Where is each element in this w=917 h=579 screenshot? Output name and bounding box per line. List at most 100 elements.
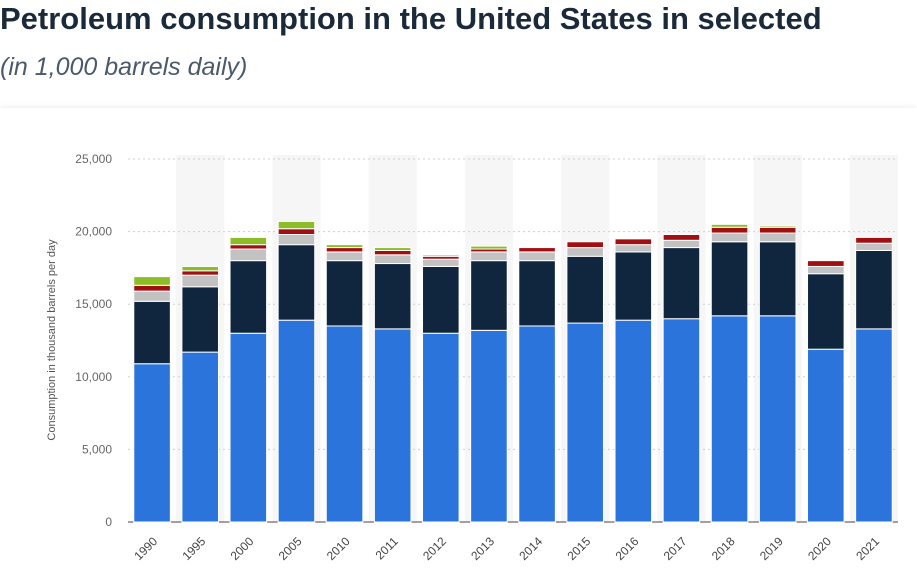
bar-segment-2005-s5[interactable] <box>277 220 316 230</box>
x-tick-label: 2019 <box>757 534 786 563</box>
bar-segment-2012-s1[interactable] <box>422 332 460 523</box>
x-tick-label: 2013 <box>468 534 497 563</box>
y-tick-label: 0 <box>105 515 112 529</box>
bar-segment-2014-s3[interactable] <box>518 251 556 262</box>
bar-segment-2014-s4[interactable] <box>518 247 556 253</box>
bar-segment-2005-s3[interactable] <box>277 234 316 246</box>
x-axis-ticks: 1990 1995 2000 2005 2010 2011 2012 2013 2014 2015… <box>131 534 882 563</box>
bar-segment-2013-s3[interactable] <box>470 251 508 262</box>
bar-segment-2017-s3[interactable] <box>662 239 701 249</box>
bar-segment-2021-s3[interactable] <box>855 242 893 251</box>
bar-segment-2019-s5[interactable] <box>758 225 797 228</box>
bar-segment-1995-s1[interactable] <box>181 351 219 523</box>
bar-segment-2020-s1[interactable] <box>807 348 845 523</box>
bars <box>133 220 893 523</box>
x-tick-label: 2016 <box>613 534 642 563</box>
bar-segment-2005-s4[interactable] <box>277 228 316 236</box>
bar-segment-2012-s5[interactable] <box>422 254 460 257</box>
bar-segment-2021-s1[interactable] <box>855 328 893 523</box>
bar-segment-2011-s5[interactable] <box>373 247 412 251</box>
x-tick-label: 2011 <box>373 534 401 562</box>
bar-segment-2000-s4[interactable] <box>229 244 268 250</box>
bar-segment-2013-s5[interactable] <box>470 245 508 250</box>
page-title: Petroleum consumption in the United Stat… <box>0 1 822 36</box>
bar-segment-2011-s1[interactable] <box>373 328 412 523</box>
y-tick-label: 20,000 <box>75 225 112 239</box>
bar-segment-2011-s3[interactable] <box>373 254 412 265</box>
x-tick-label: 2015 <box>565 534 594 563</box>
bar-segment-2018-s4[interactable] <box>710 226 749 234</box>
bar-segment-2018-s2[interactable] <box>710 241 749 317</box>
bar-segment-1990-s5[interactable] <box>133 276 171 286</box>
bar-segment-2005-s1[interactable] <box>277 319 316 523</box>
x-tick-label: 1990 <box>131 534 160 563</box>
bar-segment-2010-s5[interactable] <box>325 244 364 249</box>
bar-segment-1995-s2[interactable] <box>181 286 219 353</box>
bar-segment-2020-s3[interactable] <box>807 265 845 275</box>
bar-segment-2016-s1[interactable] <box>614 319 653 523</box>
x-tick-label: 2021 <box>853 534 882 563</box>
bar-segment-2021-s2[interactable] <box>855 249 893 330</box>
bar-segment-2000-s3[interactable] <box>229 248 268 262</box>
bar-segment-2015-s3[interactable] <box>566 247 604 257</box>
bar-segment-2012-s3[interactable] <box>422 258 460 267</box>
bar-segment-2010-s2[interactable] <box>325 260 364 327</box>
bar-segment-2019-s3[interactable] <box>758 232 797 243</box>
x-tick-label: 1995 <box>180 534 209 563</box>
x-tick-label: 2018 <box>709 534 738 563</box>
x-tick-label: 2005 <box>276 534 305 563</box>
bar-segment-2018-s5[interactable] <box>710 223 749 228</box>
bar-segment-1990-s1[interactable] <box>133 363 171 523</box>
bar-segment-1995-s4[interactable] <box>181 270 219 276</box>
bar-segment-2014-s1[interactable] <box>518 325 556 523</box>
x-tick-label: 2010 <box>324 534 353 563</box>
bar-segment-2014-s2[interactable] <box>518 260 556 327</box>
bar-segment-2011-s2[interactable] <box>373 263 412 330</box>
bar-segment-2000-s5[interactable] <box>229 236 268 246</box>
bar-segment-2020-s2[interactable] <box>807 273 845 350</box>
bar-segment-2016-s3[interactable] <box>614 244 653 253</box>
y-tick-label: 5,000 <box>82 442 112 456</box>
bar-segment-1990-s4[interactable] <box>133 284 171 292</box>
bar-segment-2019-s2[interactable] <box>758 241 797 317</box>
bar-segment-2000-s2[interactable] <box>229 260 268 334</box>
bar-segment-2018-s3[interactable] <box>710 232 749 243</box>
bar-segment-2021-s4[interactable] <box>855 236 893 244</box>
bar-segment-2017-s1[interactable] <box>662 318 701 523</box>
bar-segment-2010-s3[interactable] <box>325 251 364 262</box>
bar-segment-2011-s4[interactable] <box>373 249 412 256</box>
bar-segment-2017-s4[interactable] <box>662 234 701 241</box>
x-tick-label: 2017 <box>661 534 690 563</box>
bar-segment-2005-s2[interactable] <box>277 244 316 321</box>
bar-segment-2017-s2[interactable] <box>662 247 701 320</box>
y-tick-label: 25,000 <box>75 152 112 166</box>
bar-segment-2010-s4[interactable] <box>325 247 364 253</box>
y-tick-label: 10,000 <box>75 370 112 384</box>
page-subtitle: (in 1,000 barrels daily) <box>0 53 248 81</box>
x-tick-label: 2000 <box>228 534 257 563</box>
bar-segment-2013-s2[interactable] <box>470 260 508 331</box>
bar-segment-2012-s2[interactable] <box>422 265 460 334</box>
x-tick-label: 2012 <box>420 534 449 563</box>
bar-segment-2016-s4[interactable] <box>614 238 653 246</box>
bar-segment-1990-s2[interactable] <box>133 300 171 365</box>
bar-segment-2010-s1[interactable] <box>325 325 364 523</box>
bar-segment-2000-s1[interactable] <box>229 332 268 523</box>
bar-segment-2015-s4[interactable] <box>566 241 604 249</box>
bar-segment-2019-s1[interactable] <box>758 315 797 523</box>
x-tick-label: 2020 <box>805 534 834 563</box>
y-axis-ticks: 0 5,000 10,000 15,000 20,000 25,000 <box>75 152 112 529</box>
bar-segment-2019-s4[interactable] <box>758 226 797 234</box>
bar-segment-2016-s2[interactable] <box>614 251 653 321</box>
bar-segment-2013-s1[interactable] <box>470 329 508 523</box>
bar-segment-1990-s3[interactable] <box>133 290 171 302</box>
bar-segment-2018-s1[interactable] <box>710 315 749 523</box>
bar-segment-2015-s2[interactable] <box>566 255 604 324</box>
bar-segment-2020-s4[interactable] <box>807 260 845 267</box>
bar-segment-2015-s1[interactable] <box>566 322 604 523</box>
bar-segment-1995-s3[interactable] <box>181 274 219 288</box>
x-tick-label: 2014 <box>516 534 545 563</box>
bar-segment-1995-s5[interactable] <box>181 265 219 272</box>
y-tick-label: 15,000 <box>75 297 112 311</box>
